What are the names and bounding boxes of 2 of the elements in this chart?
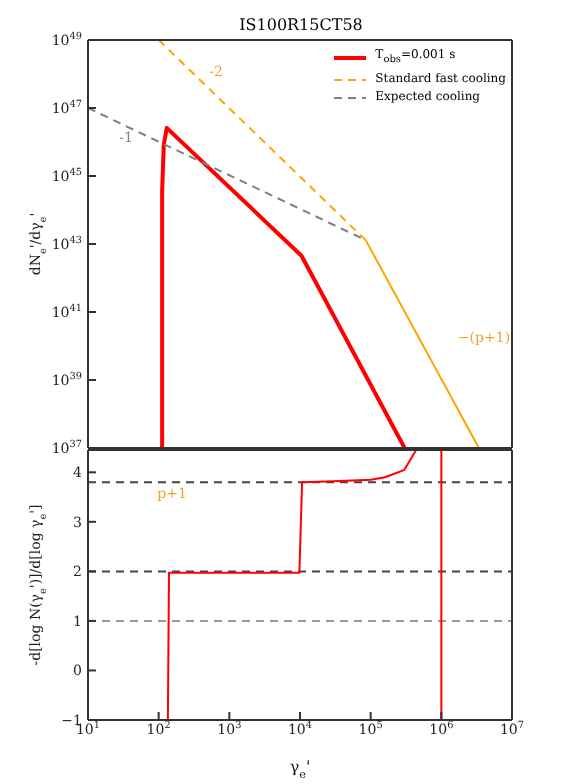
x-axis-title: γ$_{e}$' bbox=[289, 758, 311, 782]
chart-title: IS100R15CT58 bbox=[239, 16, 363, 34]
